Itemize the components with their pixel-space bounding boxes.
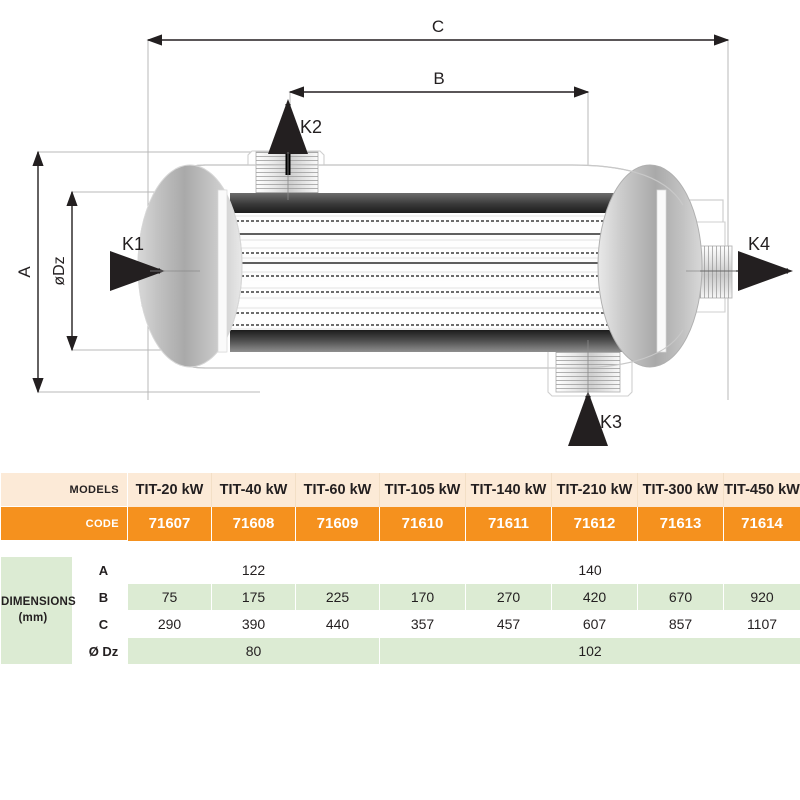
vessel-body [137, 150, 733, 397]
value-cell-b: 920 [723, 583, 800, 611]
table-row-code: CODE 71607 71608 71609 71610 71611 71612… [0, 506, 800, 541]
model-cell: TIT-210 kW [551, 472, 638, 507]
dimension-line-c: C [146, 17, 730, 46]
model-cell: TIT-300 kW [637, 472, 724, 507]
value-cell-a-2: 140 [379, 556, 800, 584]
dimension-label-c: C [432, 17, 444, 36]
models-header-label: MODELS [0, 472, 128, 507]
value-cell-c: 607 [551, 610, 638, 638]
port-label-k2: K2 [300, 117, 322, 137]
table-spacer-row [0, 540, 800, 557]
table-spacer-cell [0, 540, 800, 557]
value-cell-b: 170 [379, 583, 466, 611]
dimension-label-b: B [433, 69, 444, 88]
table-row-odz: Ø Dz 80 102 [1, 637, 800, 665]
model-cell: TIT-450 kW [723, 472, 800, 507]
tube-bundle [226, 215, 664, 330]
heat-exchanger-diagram: C B A øDz [15, 17, 793, 446]
port-label-k1: K1 [122, 234, 144, 254]
code-cell: 71612 [551, 506, 638, 541]
dimensions-label-line1: DIMENSIONS [1, 595, 76, 608]
model-cell: TIT-140 kW [465, 472, 552, 507]
table-bottom-padding-cell [0, 664, 800, 673]
port-label-k3: K3 [600, 412, 622, 432]
code-cell: 71610 [379, 506, 466, 541]
specification-table: MODELS TIT-20 kW TIT-40 kW TIT-60 kW TIT… [0, 472, 800, 673]
value-cell-c: 457 [465, 610, 552, 638]
row-label-b: B [72, 583, 128, 611]
code-cell: 71613 [637, 506, 724, 541]
table-row-b: B 75 175 225 170 270 420 670 920 [1, 583, 800, 611]
row-label-a: A [72, 556, 128, 584]
dimension-line-odz: øDz [51, 190, 78, 352]
model-cell: TIT-105 kW [379, 472, 466, 507]
port-k3: K3 [568, 391, 622, 446]
value-cell-b: 225 [295, 583, 380, 611]
value-cell-odz-2: 102 [379, 637, 800, 665]
table-bottom-padding [0, 664, 800, 673]
dimensions-label-line2: (mm) [18, 611, 48, 624]
table-row-models: MODELS TIT-20 kW TIT-40 kW TIT-60 kW TIT… [0, 472, 800, 507]
dimension-line-b: B [288, 69, 590, 98]
value-cell-b: 420 [551, 583, 638, 611]
model-cell: TIT-40 kW [211, 472, 296, 507]
dimension-label-a: A [15, 266, 34, 278]
value-cell-b: 670 [637, 583, 724, 611]
value-cell-c: 440 [295, 610, 380, 638]
value-cell-c: 357 [379, 610, 466, 638]
code-cell: 71609 [295, 506, 380, 541]
code-cell: 71608 [211, 506, 296, 541]
value-cell-b: 175 [211, 583, 296, 611]
value-cell-c: 390 [211, 610, 296, 638]
value-cell-c: 857 [637, 610, 724, 638]
value-cell-b: 75 [127, 583, 212, 611]
model-cell: TIT-60 kW [295, 472, 380, 507]
dimension-label-odz: øDz [51, 256, 68, 285]
value-cell-odz-1: 80 [127, 637, 380, 665]
dimension-line-a: A [15, 150, 44, 394]
value-cell-b: 270 [465, 583, 552, 611]
table-row-c: C 290 390 440 357 457 607 857 1107 [1, 610, 800, 638]
value-cell-a-1: 122 [127, 556, 380, 584]
table-row-a: DIMENSIONS (mm) A 122 140 [0, 556, 800, 665]
port-label-k4: K4 [748, 234, 770, 254]
code-cell: 71614 [723, 506, 800, 541]
row-label-odz: Ø Dz [72, 637, 128, 665]
dimensions-header-label: DIMENSIONS (mm) [0, 556, 76, 665]
model-cell: TIT-20 kW [127, 472, 212, 507]
code-cell: 71611 [465, 506, 552, 541]
centerlines [150, 152, 736, 396]
code-cell: 71607 [127, 506, 212, 541]
code-header-label: CODE [0, 506, 128, 541]
row-label-c: C [72, 610, 128, 638]
end-cap-right [597, 164, 703, 368]
value-cell-c: 1107 [723, 610, 800, 638]
value-cell-c: 290 [127, 610, 212, 638]
